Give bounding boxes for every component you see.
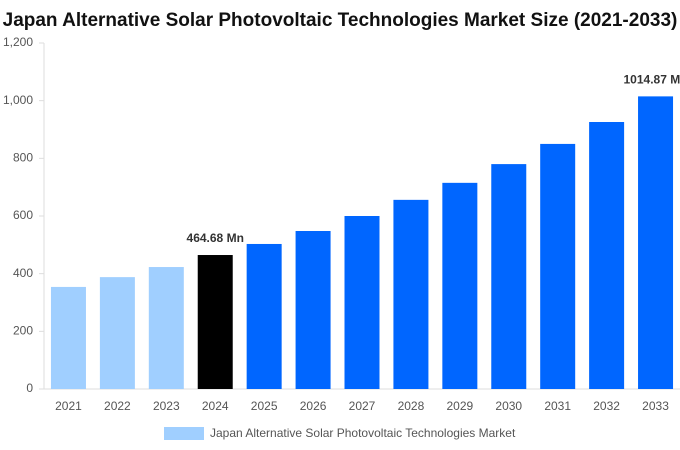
chart-title: Japan Alternative Solar Photovoltaic Tec… — [3, 10, 678, 31]
y-tick-label: 1,200 — [3, 35, 33, 49]
y-tick-label: 800 — [13, 151, 33, 165]
legend-swatch — [164, 427, 204, 440]
bar — [50, 286, 86, 389]
bar — [491, 164, 527, 389]
x-tick-label: 2021 — [55, 399, 82, 413]
bar — [540, 143, 576, 389]
bar — [246, 243, 282, 389]
bar — [295, 230, 331, 389]
x-tick-label: 2029 — [446, 399, 473, 413]
legend-label: Japan Alternative Solar Photovoltaic Tec… — [210, 426, 516, 440]
value-label: 1014.87 Mn — [624, 73, 680, 87]
x-tick-label: 2027 — [349, 399, 376, 413]
bar — [442, 182, 478, 389]
bar — [589, 122, 625, 390]
x-tick-label: 2024 — [202, 399, 229, 413]
y-tick-label: 400 — [13, 266, 33, 280]
y-tick-label: 600 — [13, 208, 33, 222]
x-tick-label: 2025 — [251, 399, 278, 413]
bar — [99, 277, 135, 389]
x-tick-label: 2026 — [300, 399, 327, 413]
bar — [638, 96, 674, 389]
x-tick-label: 2030 — [495, 399, 522, 413]
y-tick-label: 0 — [26, 381, 33, 395]
x-tick-label: 2022 — [104, 399, 131, 413]
x-tick-label: 2023 — [153, 399, 180, 413]
value-label: 464.68 Mn — [187, 231, 244, 245]
bar — [344, 216, 380, 389]
y-tick-label: 1,000 — [3, 93, 33, 107]
x-tick-label: 2031 — [544, 399, 571, 413]
x-tick-label: 2028 — [398, 399, 425, 413]
bar — [197, 255, 233, 389]
y-tick-label: 200 — [13, 324, 33, 338]
x-tick-label: 2033 — [642, 399, 669, 413]
bar — [393, 199, 429, 389]
bar — [148, 267, 184, 389]
x-tick-label: 2032 — [593, 399, 620, 413]
